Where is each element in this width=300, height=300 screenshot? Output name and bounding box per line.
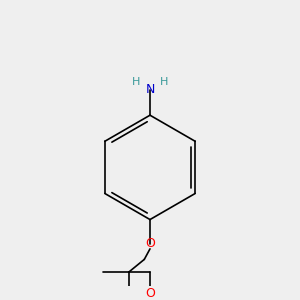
Text: O: O <box>145 237 155 250</box>
Text: O: O <box>145 287 155 300</box>
Text: H: H <box>132 77 140 88</box>
Text: H: H <box>160 77 168 88</box>
Text: N: N <box>145 83 155 96</box>
